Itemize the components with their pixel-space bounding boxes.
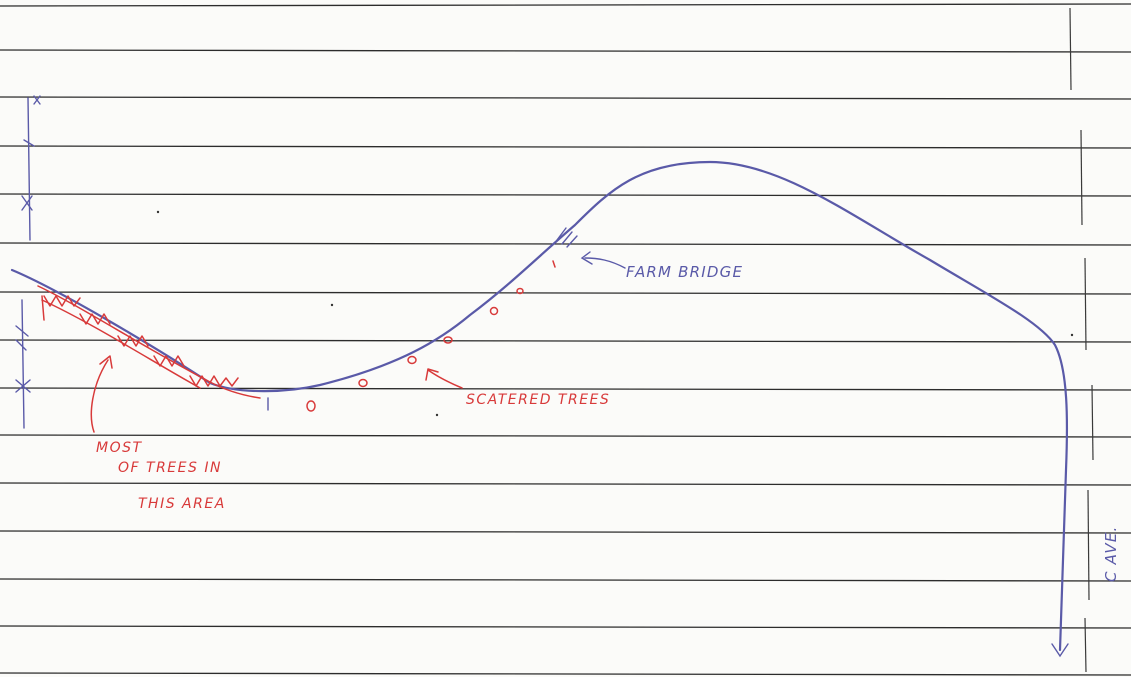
farm-bridge-marker — [556, 227, 578, 248]
scattered-trees-label: SCATERED TREES — [466, 392, 610, 408]
left-dimension-marks — [15, 95, 41, 429]
ruled-line — [0, 3, 1131, 7]
ruled-line — [0, 578, 1131, 582]
most-trees-label-line1: MOST — [96, 440, 143, 456]
ruled-line — [0, 96, 1131, 100]
stray-dots — [156, 210, 1074, 417]
right-margin-line — [1069, 7, 1094, 673]
ruled-line — [0, 242, 1131, 246]
avenue-label: C AVE. — [1102, 526, 1120, 582]
road-end-arrow-icon — [1051, 643, 1069, 658]
scattered-trees-arrow-icon — [425, 368, 463, 389]
ruled-line — [0, 291, 1131, 295]
tree-mark — [407, 355, 417, 365]
tree-mark — [306, 400, 316, 412]
most-trees-label-line3: THIS AREA — [138, 496, 226, 512]
ruled-line — [0, 672, 1131, 676]
ruled-line — [0, 339, 1131, 343]
ruled-line — [0, 193, 1131, 197]
tree-mark — [358, 378, 368, 388]
farm-bridge-label: FARM BRIDGE — [626, 263, 743, 281]
tree-mark — [443, 336, 453, 344]
ruled-line — [0, 145, 1131, 149]
tree-mark — [516, 287, 524, 295]
ruled-line — [0, 49, 1131, 53]
ruled-line — [0, 387, 1131, 391]
tree-cluster — [37, 285, 261, 399]
most-trees-label-line2: OF TREES IN — [118, 460, 222, 476]
ruled-line — [0, 530, 1131, 534]
ruled-line — [0, 625, 1131, 629]
tree-mark — [489, 306, 499, 316]
farm-bridge-arrow-icon — [580, 251, 626, 269]
scattered-tree-marks — [267, 260, 556, 412]
most-trees-arrow-icon — [90, 355, 113, 433]
ruled-lines — [0, 3, 1131, 676]
ruled-line — [0, 434, 1131, 438]
ruled-line — [0, 482, 1131, 486]
road-line — [10, 160, 1069, 652]
